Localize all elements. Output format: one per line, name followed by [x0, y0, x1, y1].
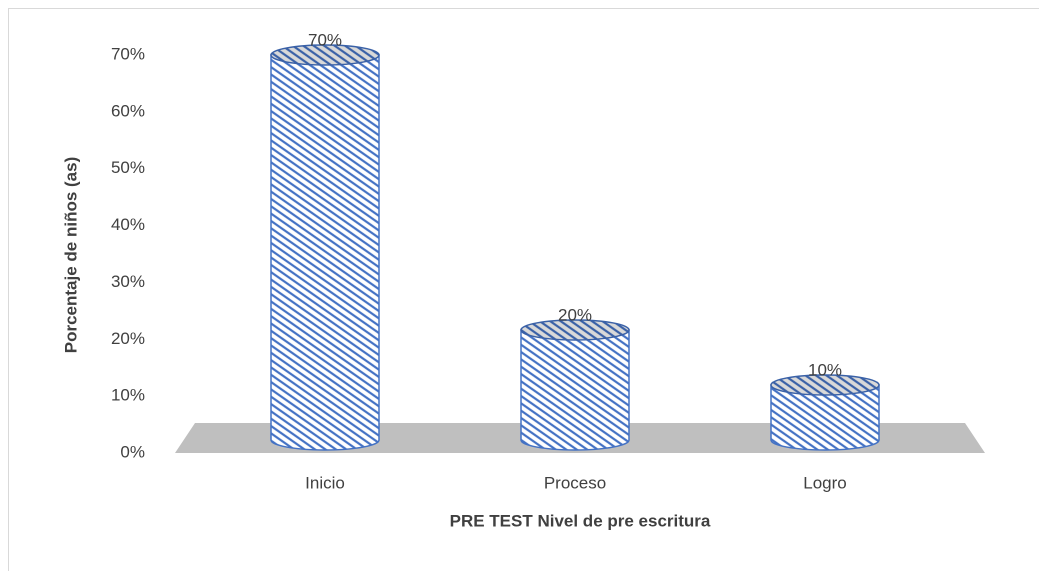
- data-label: 20%: [558, 305, 592, 324]
- y-tick-label: 40%: [111, 215, 145, 234]
- data-label: 70%: [308, 30, 342, 49]
- x-axis-label: PRE TEST Nivel de pre escritura: [450, 511, 711, 530]
- x-tick-label: Logro: [803, 473, 846, 492]
- bar: [270, 54, 380, 451]
- y-tick-label: 0%: [120, 442, 145, 461]
- y-axis-label: Porcentaje de niños (as): [61, 157, 80, 354]
- bar-top: [520, 319, 630, 341]
- y-tick-label: 60%: [111, 101, 145, 120]
- y-tick-label: 50%: [111, 158, 145, 177]
- y-tick-label: 20%: [111, 329, 145, 348]
- y-tick-label: 10%: [111, 386, 145, 405]
- data-label: 10%: [808, 360, 842, 379]
- bar-top: [270, 44, 380, 66]
- bar-top: [770, 374, 880, 396]
- x-tick-label: Proceso: [544, 473, 606, 492]
- bar: [770, 384, 880, 451]
- bar: [520, 329, 630, 451]
- x-tick-label: Inicio: [305, 473, 345, 492]
- y-tick-label: 70%: [111, 44, 145, 63]
- chart-frame: [8, 8, 1039, 571]
- y-tick-label: 30%: [111, 272, 145, 291]
